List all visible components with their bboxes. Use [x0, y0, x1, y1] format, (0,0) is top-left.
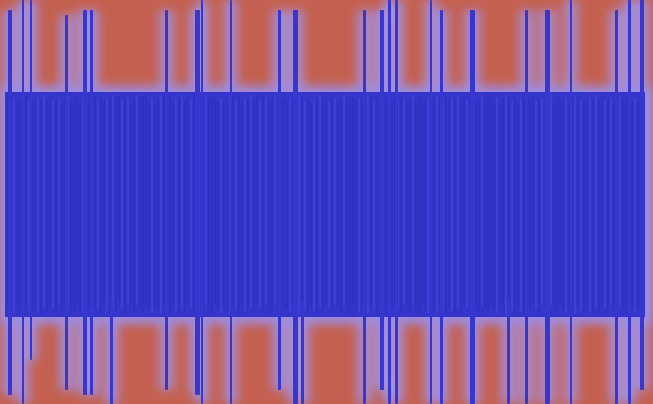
vertical-line — [388, 0, 391, 404]
vertical-line — [83, 10, 87, 395]
vertical-line — [507, 300, 510, 404]
vertical-lines — [8, 0, 644, 404]
vertical-line — [301, 300, 304, 404]
vertical-line — [230, 0, 232, 404]
vertical-line — [395, 0, 398, 404]
vertical-line — [165, 10, 168, 390]
vertical-line — [628, 0, 631, 404]
band — [5, 92, 645, 317]
vertical-line — [22, 0, 24, 404]
vertical-line — [570, 0, 572, 404]
vertical-line — [440, 10, 443, 404]
vertical-line — [90, 10, 93, 395]
vertical-line — [363, 10, 366, 404]
vertical-line — [293, 10, 298, 404]
vertical-line — [640, 0, 644, 390]
vertical-line — [525, 10, 528, 404]
vertical-line — [430, 0, 432, 404]
vertical-line — [65, 15, 68, 390]
vertical-line — [470, 10, 475, 404]
vertical-line — [110, 300, 113, 404]
vertical-line — [8, 10, 12, 395]
vertical-line — [615, 10, 618, 404]
vertical-line — [201, 0, 203, 404]
vertical-line — [30, 0, 32, 360]
vertical-line — [545, 10, 550, 404]
vertical-line — [278, 10, 281, 390]
vertical-line — [380, 10, 384, 390]
vertical-line — [195, 10, 200, 395]
